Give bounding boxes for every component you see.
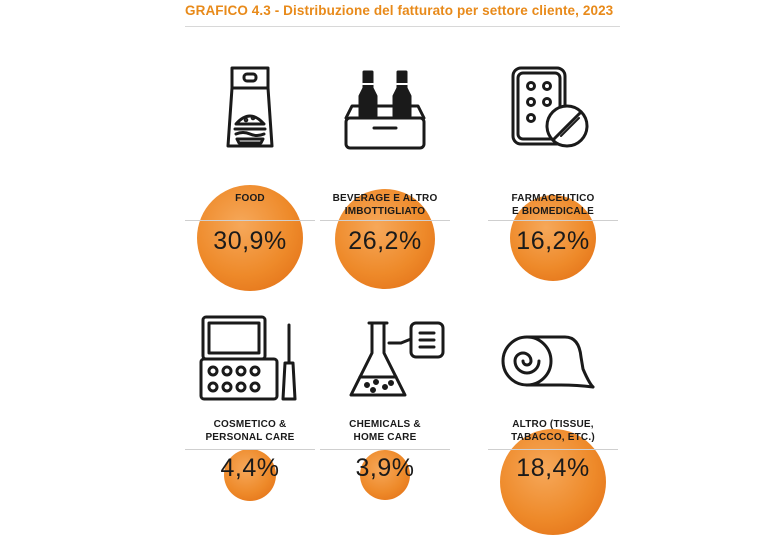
makeup-palette-icon xyxy=(197,313,303,403)
sector-label: FARMACEUTICO E BIOMEDICALE xyxy=(488,193,618,218)
sector-value: 18,4% xyxy=(516,454,590,482)
divider-line xyxy=(320,220,450,221)
pills-icon xyxy=(503,60,589,150)
divider-line xyxy=(488,220,618,221)
divider-line xyxy=(185,220,315,221)
sector-value: 26,2% xyxy=(348,227,422,255)
sector-label-line-1: CHEMICALS & xyxy=(349,419,421,430)
sector-label-line-2: TABACCO, ETC.) xyxy=(511,431,595,443)
value-bubble xyxy=(510,195,596,281)
sector-value: 4,4% xyxy=(220,454,280,482)
divider-line xyxy=(488,449,618,450)
sector-label-line-1: COSMETICO & xyxy=(213,419,287,430)
tissue-roll-icon xyxy=(493,313,599,403)
sector-label: ALTRO (TISSUE, TABACCO, ETC.) xyxy=(488,419,618,444)
divider-line xyxy=(320,449,450,450)
value-bubble xyxy=(224,449,276,501)
bottle-crate-icon xyxy=(338,60,432,150)
sector-label: COSMETICO & PERSONAL CARE xyxy=(185,419,315,444)
sector-label-line-1: FOOD xyxy=(235,193,265,204)
sector-label-line-1: BEVERAGE E ALTRO xyxy=(332,193,438,204)
sector-label-line-2: E BIOMEDICALE xyxy=(511,205,595,217)
value-bubble xyxy=(197,185,303,291)
flask-icon xyxy=(345,313,445,403)
sector-label-line-1: ALTRO (TISSUE, xyxy=(512,419,594,430)
chart-title: GRAFICO 4.3 - Distribuzione del fatturat… xyxy=(185,3,614,18)
value-bubble xyxy=(360,450,410,500)
sector-value: 16,2% xyxy=(516,227,590,255)
sector-value: 3,9% xyxy=(355,454,415,482)
sector-label: BEVERAGE E ALTRO IMBOTTIGLIATO xyxy=(320,193,450,218)
value-bubble xyxy=(335,189,435,289)
sector-value: 30,9% xyxy=(213,227,287,255)
sector-label-line-1: FARMACEUTICO xyxy=(511,193,595,204)
sector-label: CHEMICALS & HOME CARE xyxy=(320,419,450,444)
food-bag-icon xyxy=(210,60,290,150)
sector-label-line-2: IMBOTTIGLIATO xyxy=(344,205,426,217)
sector-label-line-2: PERSONAL CARE xyxy=(205,431,295,443)
sector-label: FOOD xyxy=(185,193,315,206)
title-divider xyxy=(185,26,620,27)
sector-label-line-2: HOME CARE xyxy=(353,431,417,443)
divider-line xyxy=(185,449,315,450)
